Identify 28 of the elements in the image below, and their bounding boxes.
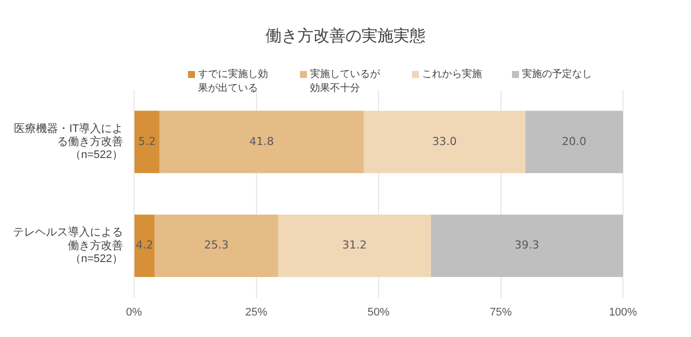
- legend-label: 実施の予定なし: [522, 68, 593, 82]
- data-label: 41.8: [249, 134, 274, 148]
- legend-label: すでに実施し効果が出ている: [198, 68, 269, 96]
- data-label: 4.2: [136, 238, 154, 252]
- chart-title: 働き方改善の実施実態: [264, 26, 426, 47]
- bar: [159, 110, 364, 174]
- bar: [364, 110, 526, 174]
- data-label: 31.2: [342, 238, 367, 252]
- y-tick-label: テレヘルス導入による働き方改善（n=522）: [13, 226, 123, 266]
- legend-label: 実施しているが効果不十分: [310, 68, 381, 96]
- x-tick-label: 0%: [126, 306, 142, 318]
- data-label: 33.0: [432, 134, 457, 148]
- x-tick-label: 50%: [367, 306, 390, 318]
- bar: [134, 110, 160, 174]
- bar: [430, 214, 623, 278]
- data-label: 39.3: [514, 238, 540, 252]
- x-tick-label: 75%: [490, 306, 512, 318]
- bar: [134, 214, 155, 278]
- data-label: 5.2: [138, 134, 156, 148]
- y-tick-label: 医療機器・IT導入による働き方改善（n=522）: [14, 122, 123, 162]
- bar: [525, 110, 623, 174]
- x-tick-label: 100%: [608, 306, 638, 318]
- data-label: 20.0: [562, 134, 586, 148]
- bar: [154, 214, 278, 278]
- x-tick-label: 25%: [245, 306, 268, 318]
- bar: [278, 214, 431, 278]
- legend-label: これから実施: [422, 68, 483, 82]
- data-label: 25.3: [204, 238, 229, 252]
